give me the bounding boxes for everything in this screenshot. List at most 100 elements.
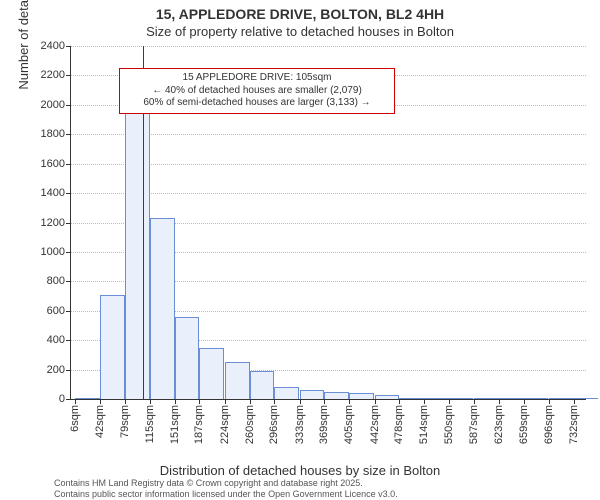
ytick-mark <box>66 75 71 76</box>
ytick-label: 1600 <box>41 158 65 170</box>
xtick-mark <box>199 399 200 404</box>
histogram-bar <box>225 362 250 399</box>
xtick-mark <box>100 399 101 404</box>
ytick-label: 600 <box>47 305 65 317</box>
histogram-bar <box>274 387 299 399</box>
histogram-bar <box>499 398 524 399</box>
histogram-bar <box>574 398 599 399</box>
xtick-mark <box>524 399 525 404</box>
xtick-label: 623sqm <box>493 405 505 444</box>
ytick-mark <box>66 46 71 47</box>
histogram-bar <box>100 295 125 399</box>
histogram-bar <box>474 398 499 399</box>
xtick-label: 442sqm <box>369 405 381 444</box>
attribution-line2: Contains public sector information licen… <box>54 489 398 500</box>
xtick-label: 296sqm <box>268 405 280 444</box>
xtick-label: 369sqm <box>318 405 330 444</box>
ytick-mark <box>66 281 71 282</box>
histogram-bar <box>375 395 400 399</box>
xtick-mark <box>225 399 226 404</box>
histogram-bar <box>199 348 224 399</box>
ytick-mark <box>66 252 71 253</box>
histogram-bar <box>349 393 374 399</box>
xtick-label: 333sqm <box>294 405 306 444</box>
xtick-mark <box>375 399 376 404</box>
xtick-mark <box>349 399 350 404</box>
gridline-h <box>71 46 586 47</box>
xtick-mark <box>499 399 500 404</box>
chart-title-line1: 15, APPLEDORE DRIVE, BOLTON, BL2 4HH <box>0 6 600 22</box>
histogram-bar <box>175 317 200 399</box>
ytick-mark <box>66 311 71 312</box>
ytick-label: 1800 <box>41 128 65 140</box>
xtick-label: 696sqm <box>543 405 555 444</box>
histogram-bar <box>250 371 275 399</box>
xtick-mark <box>150 399 151 404</box>
xtick-label: 187sqm <box>193 405 205 444</box>
y-axis-label: Number of detached properties <box>16 0 31 250</box>
histogram-bar <box>150 218 175 399</box>
xtick-label: 732sqm <box>568 405 580 444</box>
xtick-mark <box>399 399 400 404</box>
ytick-mark <box>66 193 71 194</box>
annotation-line3: 60% of semi-detached houses are larger (… <box>126 97 388 110</box>
xtick-mark <box>175 399 176 404</box>
xtick-mark <box>324 399 325 404</box>
ytick-label: 1000 <box>41 246 65 258</box>
plot-area: 0200400600800100012001400160018002000220… <box>70 46 586 400</box>
annotation-line1: 15 APPLEDORE DRIVE: 105sqm <box>126 72 388 85</box>
xtick-mark <box>474 399 475 404</box>
xtick-label: 115sqm <box>144 405 156 443</box>
ytick-label: 1400 <box>41 187 65 199</box>
xtick-label: 478sqm <box>393 405 405 444</box>
histogram-bar <box>549 398 574 399</box>
xtick-label: 79sqm <box>119 405 131 438</box>
xtick-mark <box>274 399 275 404</box>
ytick-label: 2000 <box>41 99 65 111</box>
ytick-label: 2400 <box>41 40 65 52</box>
xtick-label: 151sqm <box>169 405 181 444</box>
histogram-bar <box>75 398 100 399</box>
ytick-label: 200 <box>47 364 65 376</box>
ytick-label: 1200 <box>41 217 65 229</box>
ytick-mark <box>66 164 71 165</box>
xtick-mark <box>300 399 301 404</box>
xtick-label: 587sqm <box>468 405 480 444</box>
histogram-bar <box>125 111 150 399</box>
ytick-mark <box>66 340 71 341</box>
xtick-mark <box>574 399 575 404</box>
histogram-bar <box>424 398 449 399</box>
xtick-label: 42sqm <box>94 405 106 438</box>
ytick-label: 2200 <box>41 69 65 81</box>
xtick-mark <box>549 399 550 404</box>
xtick-label: 260sqm <box>244 405 256 444</box>
histogram-bar <box>524 398 549 399</box>
histogram-bar <box>324 392 349 399</box>
xtick-label: 550sqm <box>443 405 455 444</box>
ytick-label: 400 <box>47 334 65 346</box>
ytick-mark <box>66 223 71 224</box>
ytick-mark <box>66 399 71 400</box>
ytick-mark <box>66 134 71 135</box>
ytick-mark <box>66 105 71 106</box>
chart-title-line2: Size of property relative to detached ho… <box>0 24 600 39</box>
annotation-box: 15 APPLEDORE DRIVE: 105sqm← 40% of detac… <box>119 68 395 114</box>
xtick-mark <box>449 399 450 404</box>
x-axis-label: Distribution of detached houses by size … <box>0 463 600 478</box>
xtick-mark <box>75 399 76 404</box>
xtick-label: 6sqm <box>69 405 81 432</box>
attribution-line1: Contains HM Land Registry data © Crown c… <box>54 478 398 489</box>
xtick-mark <box>424 399 425 404</box>
xtick-label: 514sqm <box>418 405 430 444</box>
annotation-line2: ← 40% of detached houses are smaller (2,… <box>126 85 388 98</box>
xtick-mark <box>250 399 251 404</box>
xtick-label: 405sqm <box>343 405 355 444</box>
histogram-bar <box>399 398 424 399</box>
chart-container: 15, APPLEDORE DRIVE, BOLTON, BL2 4HH Siz… <box>0 0 600 500</box>
attribution-block: Contains HM Land Registry data © Crown c… <box>54 478 398 500</box>
histogram-bar <box>449 398 474 399</box>
xtick-label: 224sqm <box>219 405 231 444</box>
ytick-label: 0 <box>59 393 65 405</box>
histogram-bar <box>300 390 325 399</box>
xtick-label: 659sqm <box>518 405 530 444</box>
